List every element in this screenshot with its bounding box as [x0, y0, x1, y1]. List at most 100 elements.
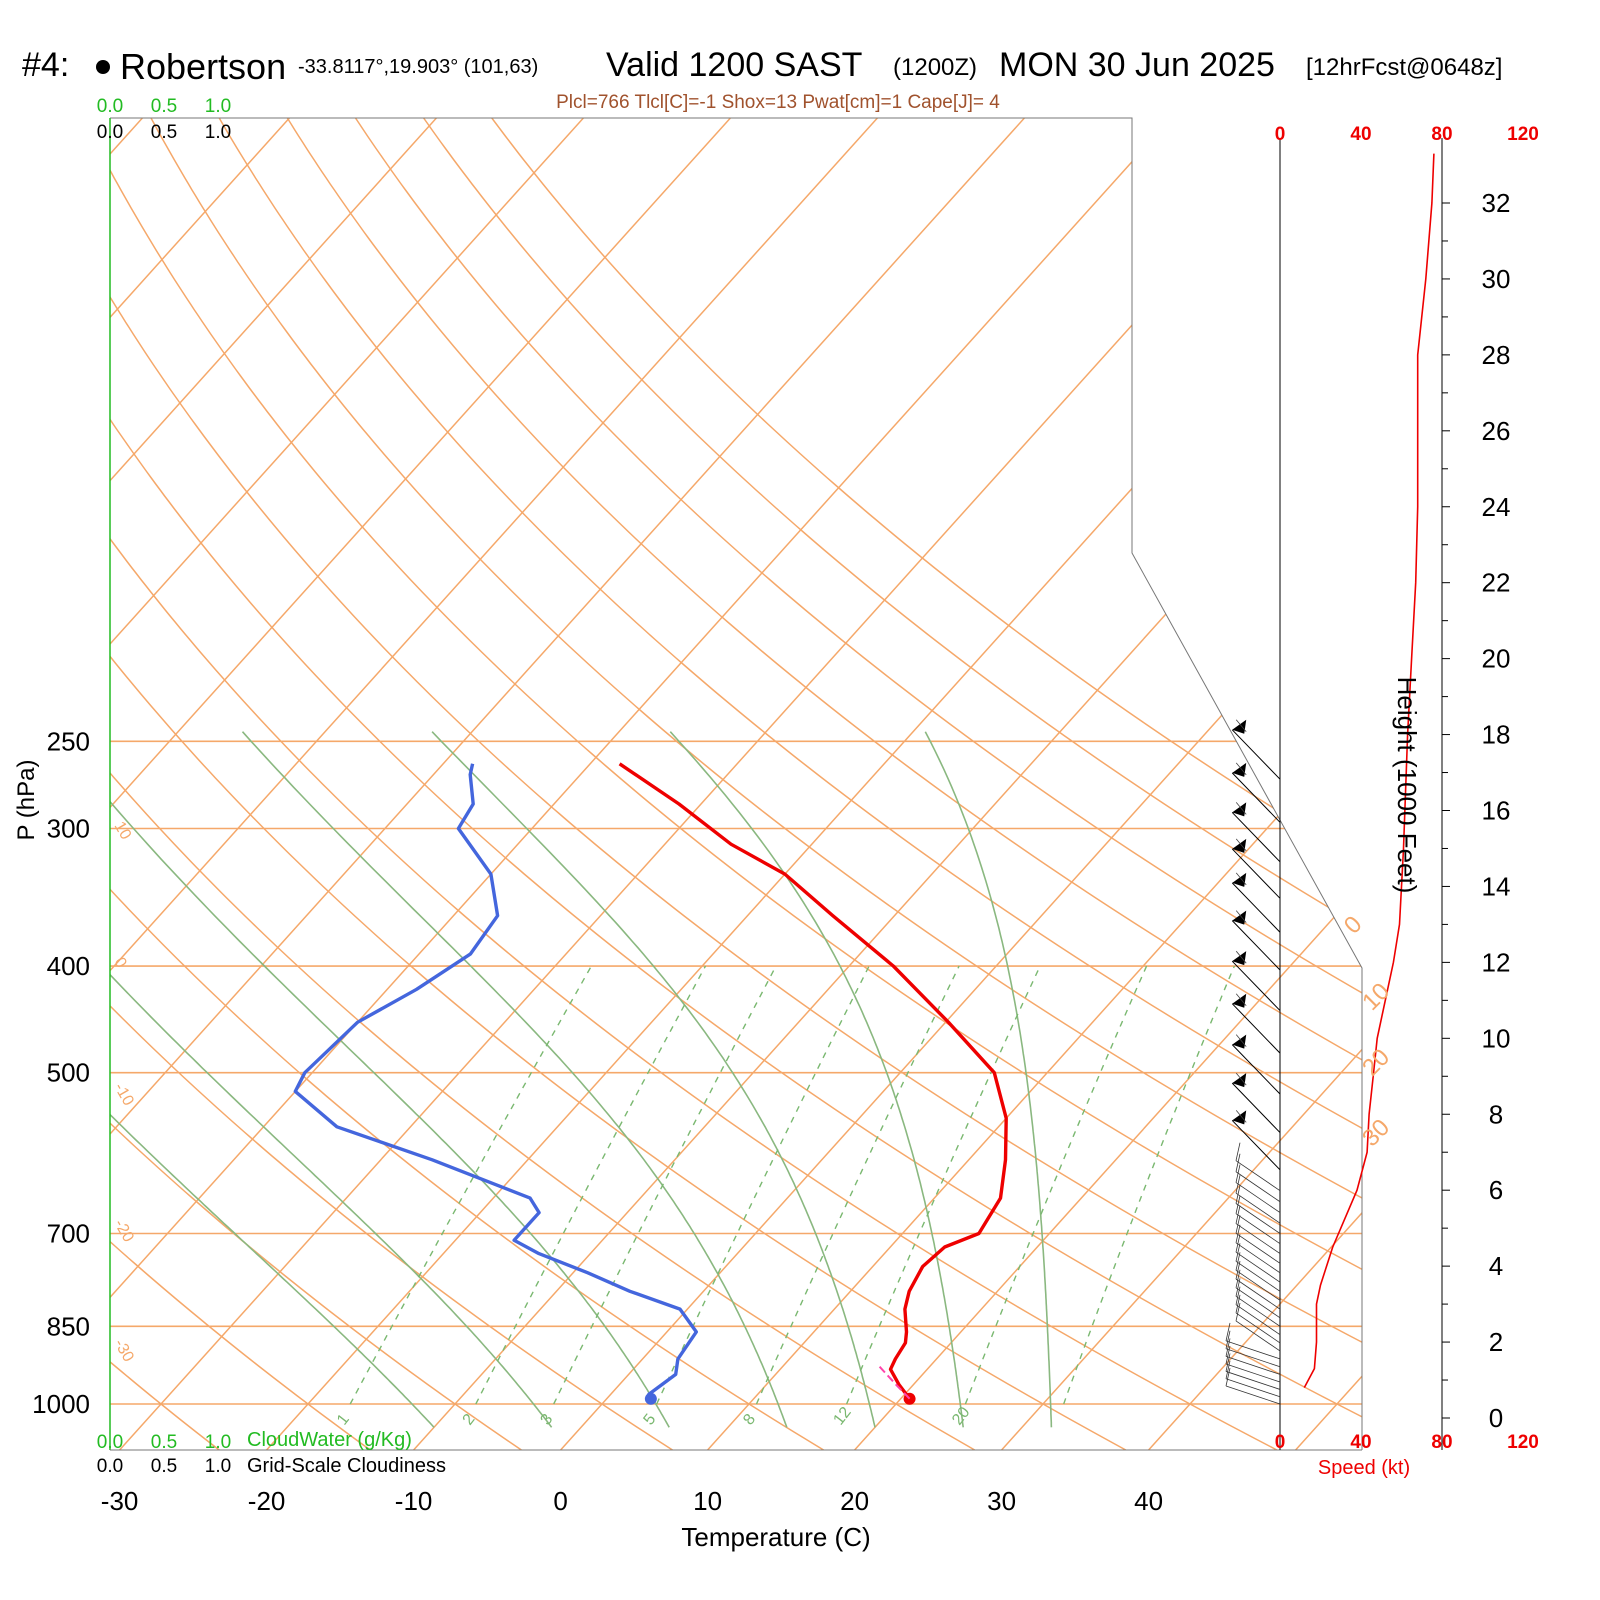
- wind-barb: [1231, 872, 1281, 933]
- temperature-tick-label: -10: [395, 1486, 433, 1516]
- speed-tick-top: 0: [1275, 124, 1286, 145]
- isotherm-label: 20: [1357, 1044, 1395, 1082]
- pressure-tick-label: 400: [47, 951, 90, 981]
- dry-adiabat-line: [110, 118, 1278, 1450]
- wind-barb: [1231, 950, 1281, 1011]
- low-level-barb-feather: [1235, 1261, 1241, 1280]
- cloudiness-scale-bottom: 0.0: [97, 1456, 123, 1477]
- isotherm-line: [110, 118, 878, 1450]
- diagram-outline: [110, 117, 1363, 1450]
- moist-adiabat-line: [110, 731, 670, 1428]
- station-coords: -33.8117°,19.903° (101,63): [298, 56, 539, 78]
- cloudiness-scale-top: 0.0: [97, 122, 123, 143]
- low-level-wind-barb: [1235, 1213, 1281, 1244]
- isotherm-line: [110, 118, 731, 1450]
- isotherm-line: [110, 118, 584, 1450]
- mixing-ratio-line: [656, 965, 870, 1405]
- speed-tick-bottom: 40: [1350, 1432, 1371, 1453]
- mixing-ratio-label: 3: [537, 1411, 556, 1429]
- dry-adiabat-line: [150, 118, 1362, 1450]
- low-level-barb-feather: [1235, 1234, 1241, 1253]
- pressure-tick-label: 850: [47, 1311, 90, 1341]
- mixing-ratio-label: 8: [740, 1411, 759, 1429]
- low-level-barb-feather: [1235, 1294, 1241, 1313]
- dry-adiabat-line: [422, 118, 1362, 1450]
- speed-tick-top: 40: [1350, 124, 1371, 145]
- height-tick-label: 24: [1482, 492, 1511, 522]
- low-level-wind-barb: [1235, 1223, 1281, 1254]
- height-tick-label: 4: [1489, 1251, 1503, 1281]
- height-tick-label: 18: [1482, 720, 1511, 750]
- speed-tick-bottom: 120: [1507, 1432, 1539, 1453]
- low-level-wind-barb: [1225, 1363, 1281, 1383]
- isotherm-line: [707, 118, 1362, 1450]
- low-level-wind-barb: [1235, 1242, 1281, 1274]
- wind-barb: [1231, 719, 1281, 780]
- isotherm-line: [1148, 118, 1362, 1450]
- temperature-tick-label: 10: [693, 1486, 722, 1516]
- dry-adiabat-label: -20: [111, 1217, 137, 1246]
- cloudwater-scale-top: 0.5: [151, 96, 177, 117]
- low-level-barb-feather: [1225, 1330, 1231, 1349]
- height-tick-label: 26: [1482, 416, 1511, 446]
- low-level-barb-feather: [1225, 1322, 1231, 1342]
- cloudiness-scale-bottom: 0.5: [151, 1456, 177, 1477]
- height-tick-label: 2: [1489, 1327, 1503, 1357]
- height-tick-label: 32: [1482, 188, 1511, 218]
- low-level-wind-barb: [1235, 1287, 1281, 1319]
- low-level-barb-feather: [1225, 1367, 1231, 1387]
- parcel-profile: [878, 1366, 911, 1400]
- moist-adiabat-line: [241, 731, 788, 1428]
- moist-adiabat-line: [924, 731, 1053, 1428]
- cloudwater-scale-top: 1.0: [205, 96, 231, 117]
- moist-adiabat-line: [669, 731, 964, 1428]
- low-level-barb-feather: [1235, 1243, 1241, 1262]
- x-axis-label: Temperature (C): [681, 1522, 870, 1552]
- speed-tick-bottom: 0: [1275, 1432, 1286, 1453]
- height-tick-label: 0: [1489, 1403, 1503, 1433]
- isotherm-line: [110, 118, 290, 1450]
- isotherm-line: [119, 118, 1319, 1450]
- low-level-wind-barb: [1225, 1340, 1281, 1360]
- wind-barb: [1231, 762, 1281, 823]
- low-level-wind-barb: [1235, 1182, 1281, 1213]
- moist-adiabat-line: [431, 731, 876, 1428]
- isotherm-line: [854, 118, 1362, 1450]
- low-level-barb-feather: [1225, 1353, 1231, 1372]
- low-level-wind-barb: [1235, 1232, 1281, 1264]
- mixing-ratio-line: [349, 965, 593, 1405]
- cloudiness-scale-top: 1.0: [205, 122, 231, 143]
- wind-barb: [1231, 802, 1281, 863]
- dry-adiabat-label: 10: [111, 819, 135, 843]
- dewpoint-profile: [293, 763, 698, 1400]
- wind-barb: [1231, 1034, 1281, 1095]
- height-tick-label: 10: [1482, 1023, 1511, 1053]
- temperature-tick-label: 40: [1134, 1486, 1163, 1516]
- low-level-wind-barb: [1235, 1278, 1281, 1310]
- low-level-wind-barb: [1235, 1295, 1281, 1327]
- temperature-tick-label: 0: [553, 1486, 567, 1516]
- mixing-ratio-line: [1063, 965, 1236, 1405]
- dry-adiabat-line: [218, 118, 1362, 1450]
- cloudiness-scale-top: 0.5: [151, 122, 177, 143]
- dry-adiabat-line: [110, 118, 976, 1450]
- cloudwater-scale-bottom: 0.5: [151, 1432, 177, 1453]
- mixing-ratio-label: 5: [640, 1411, 659, 1429]
- forecast-date: MON 30 Jun 2025: [999, 46, 1275, 84]
- wind-speed-profile: [1303, 153, 1435, 1388]
- diagram-lines: [110, 118, 1362, 1450]
- low-level-wind-barb: [1235, 1203, 1281, 1234]
- speed-tick-bottom: 80: [1431, 1432, 1452, 1453]
- mixing-ratio-line: [553, 965, 777, 1405]
- station-dot-icon: [96, 60, 110, 74]
- height-axis-label: Height (1000 Feet): [1392, 677, 1422, 894]
- height-tick-label: 28: [1482, 340, 1511, 370]
- low-level-wind-barb: [1235, 1192, 1281, 1224]
- dry-adiabat-line: [110, 118, 1362, 1450]
- stability-indices: Plcl=766 Tlcl[C]=-1 Shox=13 Pwat[cm]=1 C…: [556, 92, 1000, 113]
- low-level-wind-barb: [1235, 1304, 1281, 1336]
- mixing-ratio-line: [755, 965, 960, 1405]
- low-level-wind-barb: [1225, 1385, 1281, 1405]
- chart-header: #4: Robertson -33.8117°,19.903° (101,63)…: [0, 40, 1600, 90]
- low-level-barb-feather: [1225, 1360, 1231, 1379]
